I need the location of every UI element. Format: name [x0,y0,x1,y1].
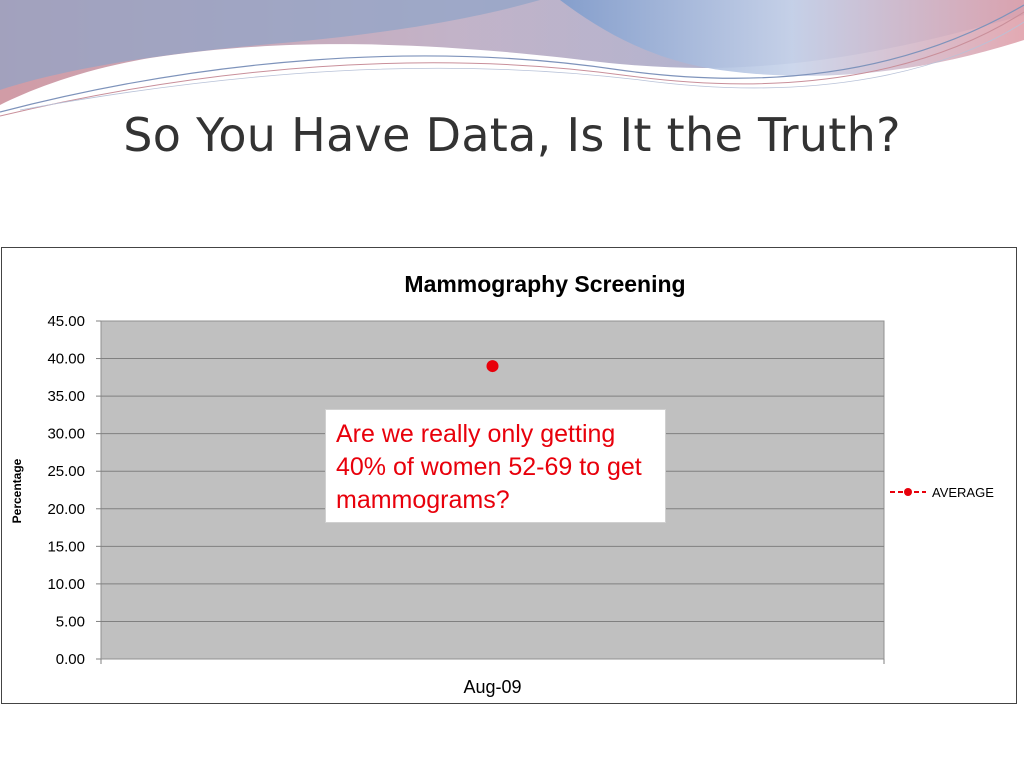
x-tick-label: Aug-09 [463,677,521,697]
y-tick-label: 30.00 [47,426,85,443]
y-tick-label: 5.00 [56,613,85,630]
legend-label: AVERAGE [932,485,994,500]
y-axis-label: Percentage [10,458,24,523]
x-axis-ticks: Aug-09 [100,659,885,697]
y-tick-label: 35.00 [47,388,85,405]
legend-marker [904,488,912,496]
y-tick-label: 20.00 [47,501,85,518]
legend: AVERAGE [890,485,994,500]
callout-note: Are we really only getting 40% of women … [325,409,666,523]
y-tick-label: 25.00 [47,463,85,480]
chart-title: Mammography Screening [404,271,685,297]
y-axis-ticks: 0.00 5.00 10.00 15.00 20.00 25.00 30.00 35.00 40… [47,313,101,668]
series-layer [486,360,499,373]
y-tick-label: 0.00 [56,651,85,668]
data-point [486,360,499,373]
y-tick-label: 15.00 [47,538,85,555]
slide-title: So You Have Data, Is It the Truth? [123,108,901,162]
y-tick-label: 10.00 [47,576,85,593]
y-tick-label: 40.00 [47,351,85,368]
decorative-banner [0,0,1024,117]
y-tick-label: 45.00 [47,313,85,330]
